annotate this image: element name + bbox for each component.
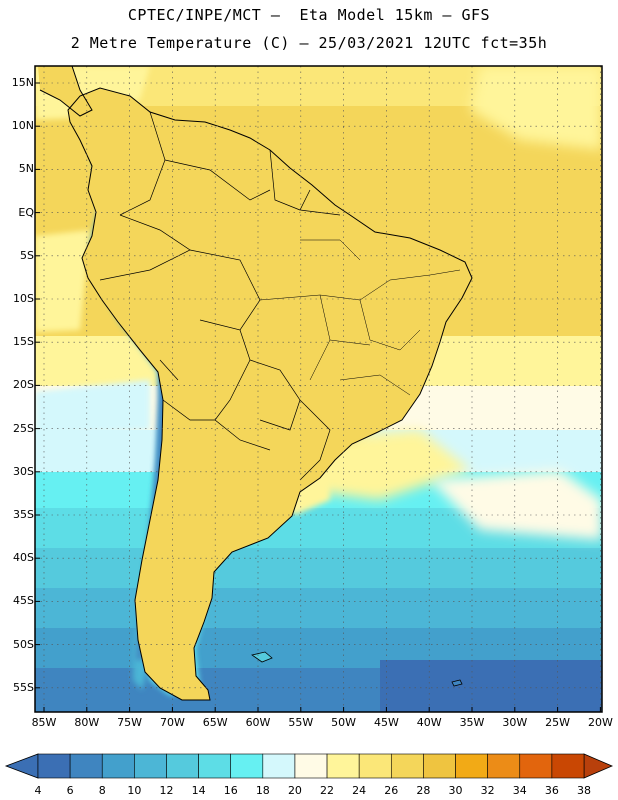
colorbar-cell	[37, 753, 71, 779]
lon-label: 65W	[202, 716, 228, 729]
lon-label: 40W	[416, 716, 442, 729]
band-10	[35, 588, 602, 628]
colorbar-label: 30	[448, 784, 463, 797]
colorbar-label: 28	[416, 784, 431, 797]
map-frame	[34, 65, 603, 713]
lon-label: 30W	[502, 716, 528, 729]
lon-label: 60W	[245, 716, 271, 729]
lon-label: 25W	[545, 716, 571, 729]
colorbar-label: 22	[320, 784, 335, 797]
lat-label: 55S	[13, 680, 34, 694]
state-borders	[259, 239, 461, 396]
falklands	[251, 651, 273, 663]
temperature-field	[35, 66, 602, 712]
colorbar-cell	[423, 753, 456, 779]
colorbar-label: 36	[544, 784, 559, 797]
map-title-line2: 2 Metre Temperature (C) – 25/03/2021 12U…	[70, 34, 548, 52]
colorbar-label: 20	[287, 784, 302, 797]
lat-label: 40S	[13, 551, 34, 565]
lat-label: EQ	[18, 205, 34, 219]
colorbar-high-arrow	[583, 753, 614, 779]
lat-label: 5N	[18, 162, 34, 176]
colorbar-label: 26	[384, 784, 399, 797]
colorbar-cell	[134, 753, 167, 779]
lat-label: 10S	[13, 292, 34, 305]
colorbar-label: 34	[512, 784, 527, 797]
colorbar-label: 6	[66, 784, 74, 797]
colorbar-cell	[69, 753, 103, 779]
lon-label: 55W	[288, 716, 314, 729]
colorbar-label: 38	[577, 784, 591, 797]
south-atlantic-22	[430, 470, 602, 540]
colorbar-label: 8	[98, 784, 106, 797]
axis-ticks	[35, 82, 601, 712]
colorbar-label: 24	[352, 784, 367, 797]
colorbar-cell	[230, 753, 264, 779]
colorbar-label: 32	[480, 784, 495, 797]
map-title-line1: CPTEC/INPE/MCT – Eta Model 15km – GFS	[127, 6, 491, 24]
gridlines	[35, 66, 602, 712]
colorbar-cell	[390, 753, 424, 779]
colorbar-cell	[166, 753, 199, 779]
colorbar-label: 12	[159, 784, 174, 797]
lon-label: 75W	[117, 716, 143, 729]
pacific-cooler	[35, 230, 90, 332]
north-atlantic-cooler	[470, 66, 602, 150]
lat-label: 15N	[11, 76, 34, 89]
lon-label: 45W	[373, 716, 399, 729]
lon-label: 50W	[331, 716, 357, 729]
lon-label: 80W	[74, 716, 100, 729]
lat-label: 25S	[13, 421, 34, 435]
colorbar-label: 16	[223, 784, 238, 797]
lon-label: 35W	[459, 716, 485, 729]
colorbar-cell	[198, 753, 232, 779]
colorbar-cell	[294, 753, 328, 779]
lat-label: 20S	[13, 378, 34, 392]
country-borders	[99, 111, 341, 481]
colorbar-cell	[455, 753, 488, 779]
colorbar-label: 14	[191, 784, 206, 797]
lat-label: 5S	[20, 248, 34, 262]
colorbar-cell	[101, 753, 135, 779]
colorbar-cell	[519, 753, 553, 779]
lat-label: 30S	[13, 464, 34, 478]
chile-current	[35, 380, 150, 436]
band-4-southeast	[380, 660, 602, 712]
lat-label: 35S	[13, 508, 34, 521]
south-georgia	[451, 679, 463, 687]
colorbar-low-arrow	[4, 753, 39, 779]
lon-label: 85W	[31, 716, 57, 729]
lat-label: 50S	[13, 637, 34, 651]
colorbar-cell	[551, 753, 585, 779]
colorbar-label: 18	[255, 784, 270, 797]
lon-label: 70W	[159, 716, 185, 729]
colorbar-cell	[358, 753, 392, 779]
colorbar-cell	[262, 753, 296, 779]
colorbar-cell	[326, 753, 360, 779]
lon-label: 20W	[587, 716, 613, 729]
band-12	[35, 548, 602, 588]
colorbar	[4, 753, 614, 779]
lat-label: 15S	[13, 335, 34, 349]
colorbar-label: 4	[34, 784, 42, 797]
lat-label: 45S	[13, 594, 34, 608]
central-america-coast	[38, 66, 93, 117]
lat-label: 10N	[11, 119, 34, 133]
colorbar-label: 10	[127, 784, 142, 797]
colorbar-cell	[487, 753, 521, 779]
